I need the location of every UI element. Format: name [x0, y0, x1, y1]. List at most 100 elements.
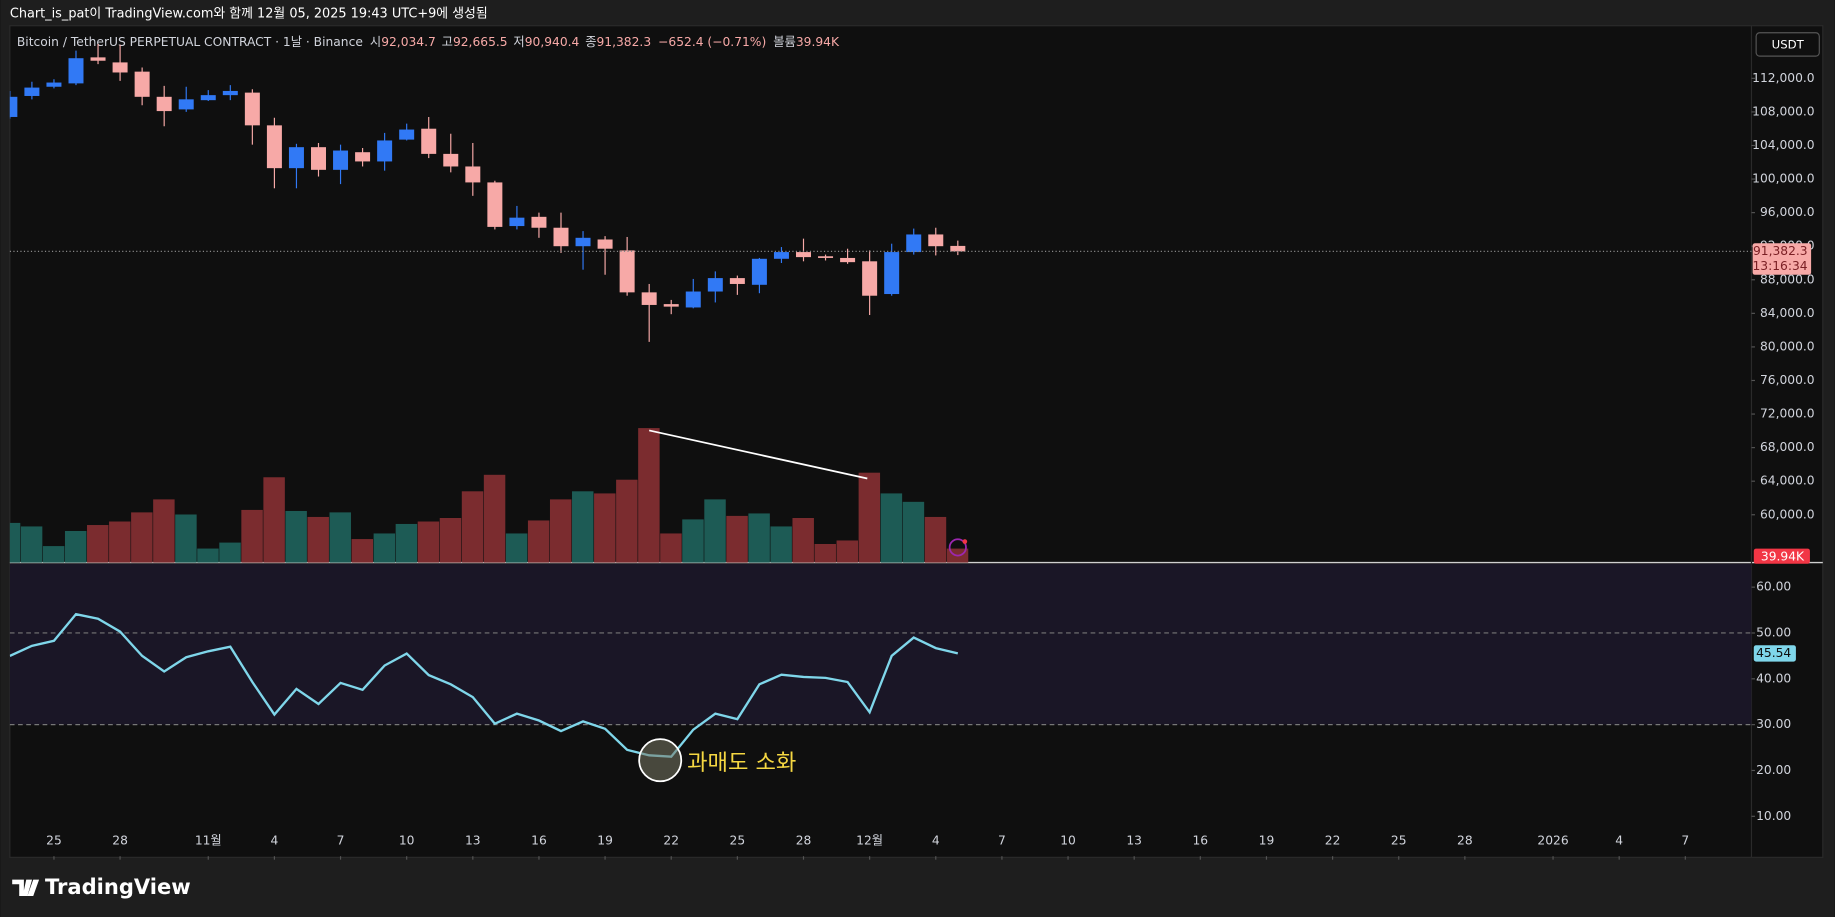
candle-body: [928, 234, 944, 247]
volume-bar: [902, 501, 925, 563]
volume-label-box: [1753, 548, 1810, 564]
volume-bar: [197, 548, 219, 563]
candle-body: [685, 291, 701, 308]
volume-bar: [175, 514, 197, 563]
candle-body: [288, 147, 304, 169]
candle-body: [68, 58, 84, 84]
volume-bar: [858, 472, 881, 563]
volume-bar: [638, 428, 660, 563]
rsi-y-tick-label: 30.00: [1756, 717, 1791, 731]
y-tick-label: 84,000.0: [1760, 306, 1815, 320]
y-tick-label: 108,000.0: [1752, 104, 1814, 118]
volume-bar: [20, 526, 43, 563]
x-tick-label: 13: [1126, 833, 1142, 847]
candle-body: [310, 147, 326, 170]
volume-bar: [307, 516, 329, 563]
x-tick-label: 28: [796, 833, 812, 847]
candle-body: [134, 71, 150, 97]
candle-body: [575, 237, 591, 247]
candle-body: [531, 216, 547, 228]
rsi-line: [9, 612, 959, 758]
volume-bar: [704, 499, 726, 563]
x-tick-label: 16: [531, 833, 547, 847]
candle-body: [46, 82, 62, 87]
y-tick-label: 104,000.0: [1752, 138, 1814, 152]
volume-bar: [263, 477, 285, 563]
price-label-box: [1752, 243, 1812, 275]
candle-body: [796, 252, 811, 258]
volume-bar: [241, 509, 263, 563]
volume-bar: [792, 517, 814, 563]
candle-body: [818, 256, 834, 258]
change: −652.4 (−0.71%): [658, 35, 766, 49]
y-tick-label: 96,000.0: [1760, 205, 1815, 219]
volume-label: 39.94K: [1761, 549, 1805, 563]
candle-body: [112, 62, 128, 73]
currency-button[interactable]: [1755, 32, 1820, 57]
caption: Chart_is_pat이 TradingView.com와 함께 12월 05…: [10, 7, 488, 22]
candle-body: [355, 152, 371, 162]
candle-body: [421, 128, 437, 154]
volume-bar: [461, 491, 484, 563]
candle-body: [9, 96, 18, 117]
x-tick-label: 4: [932, 833, 940, 847]
volume-bar: [549, 499, 572, 563]
currency[interactable]: USDT: [1772, 38, 1805, 52]
symbol: Bitcoin / TetherUS PERPETUAL CONTRACT · …: [17, 35, 363, 49]
logo-icon: [12, 879, 40, 896]
y-tick-label: 72,000.0: [1760, 407, 1815, 421]
rsi-y-tick-label: 50.00: [1756, 625, 1791, 639]
candle-body: [465, 166, 481, 183]
value-open: 92,034.7: [381, 35, 436, 49]
logo-text: TradingView: [45, 874, 191, 899]
candle-body: [840, 257, 856, 263]
candle-body: [200, 95, 216, 101]
volume-bar: [748, 513, 770, 563]
y-tick-label: 80,000.0: [1760, 339, 1815, 353]
label-low: 저: [513, 35, 524, 49]
value-close: 91,382.3: [597, 35, 652, 49]
candle-body: [597, 239, 613, 249]
volume-bar: [109, 521, 131, 563]
candle-body: [751, 258, 767, 285]
candle-body: [707, 278, 723, 292]
rsi-y-tick-label: 10.00: [1756, 809, 1791, 823]
volume-bar: [726, 515, 748, 563]
volume-bar: [483, 474, 506, 563]
candle-body: [156, 96, 172, 112]
candle-body: [641, 292, 657, 305]
candle-body: [178, 99, 194, 110]
rsi-band: [9, 563, 1752, 725]
candle-body: [377, 140, 393, 162]
rsi-label-box: [1753, 645, 1796, 662]
y-tick-label: 100,000.0: [1752, 172, 1814, 186]
volume-bar: [814, 543, 836, 563]
x-tick-label: 22: [1325, 833, 1341, 847]
candle-body: [244, 92, 260, 126]
y-tick-label: 76,000.0: [1760, 373, 1815, 387]
volume-bar: [351, 539, 374, 563]
volume-bar: [880, 493, 903, 563]
x-tick-label: 4: [270, 833, 278, 847]
volume-bar: [131, 512, 153, 563]
value-high: 92,665.5: [453, 35, 508, 49]
candle-body: [663, 304, 679, 307]
x-tick-label: 10: [399, 833, 415, 847]
legend: Bitcoin / TetherUS PERPETUAL CONTRACT · …: [17, 35, 840, 49]
volume-bar: [64, 530, 87, 563]
volume-bar: [616, 479, 638, 563]
volume-bar: [395, 523, 418, 563]
x-tick-label: 13: [465, 833, 481, 847]
volume-bar: [836, 540, 859, 563]
y-tick-label: 64,000.0: [1760, 474, 1815, 488]
volume-bar: [439, 517, 462, 563]
x-tick-label: 4: [1615, 833, 1623, 847]
volume-bar: [527, 520, 550, 563]
x-tick-label: 28: [1457, 833, 1473, 847]
price-label: 91,382.3: [1753, 244, 1808, 258]
x-tick-label: 7: [1681, 833, 1689, 847]
volume-bar: [219, 542, 241, 563]
x-tick-label: 7: [998, 833, 1006, 847]
candle-body: [443, 153, 459, 167]
